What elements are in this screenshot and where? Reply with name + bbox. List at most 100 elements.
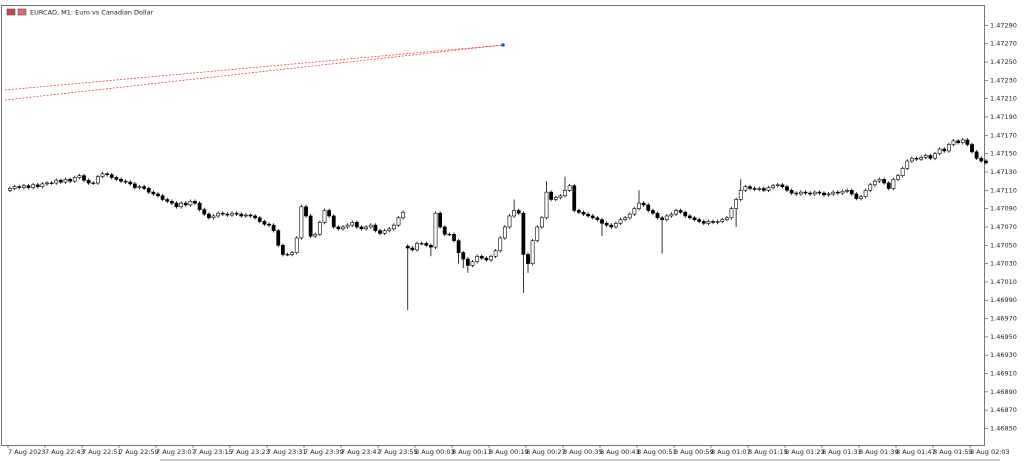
y-tick-label: 1.47110 <box>990 186 1017 194</box>
candle-body <box>516 210 521 214</box>
x-tick-label: 7 Aug 22:51 <box>82 448 122 456</box>
candle-body <box>632 208 637 215</box>
candle-body <box>609 224 614 228</box>
candle-body <box>452 233 456 242</box>
y-tick-label: 1.47130 <box>990 168 1017 176</box>
candle-body <box>12 186 17 189</box>
candle-body <box>831 191 836 195</box>
y-tick-label: 1.47150 <box>990 150 1017 158</box>
y-tick-label: 1.46950 <box>990 333 1017 341</box>
candle-body <box>761 188 766 191</box>
y-tick-label: 1.46970 <box>990 315 1017 323</box>
candle-body <box>905 160 910 169</box>
candle-body <box>179 202 184 208</box>
candle-body <box>650 210 655 214</box>
candle-body <box>558 195 563 198</box>
x-tick-label: 7 Aug 2023 <box>8 448 46 456</box>
candle-body <box>863 190 868 198</box>
candle-body <box>983 160 988 164</box>
candle-body <box>239 213 244 217</box>
candle-body <box>604 222 609 226</box>
candle-body <box>262 221 267 225</box>
candle-body <box>396 217 401 226</box>
candle-body <box>526 254 530 264</box>
candle-body <box>683 211 688 217</box>
candle-body <box>849 190 854 195</box>
candle-body <box>21 185 26 188</box>
candle-body <box>627 213 632 219</box>
candle-body <box>331 215 336 228</box>
trend-line <box>4 44 504 91</box>
x-tick-label: 8 Aug 01:15 <box>748 448 788 456</box>
candle-body <box>160 195 165 200</box>
candle-body <box>206 213 211 219</box>
y-tick-label: 1.47270 <box>990 40 1017 48</box>
candle-body <box>248 214 253 217</box>
y-tick-label: 1.46910 <box>990 370 1017 378</box>
candle-body <box>752 188 757 190</box>
candle-body <box>322 210 327 223</box>
candle-body <box>900 168 905 176</box>
candle-body <box>896 175 900 180</box>
candle-body <box>197 202 202 210</box>
candle-body <box>919 157 924 160</box>
candle-body <box>72 177 77 182</box>
candle-body <box>502 226 507 239</box>
candle-body <box>438 212 443 228</box>
candle-body <box>521 212 526 255</box>
candle-body <box>530 240 535 264</box>
candle-body <box>211 215 216 219</box>
candle-body <box>692 217 697 220</box>
candle-body <box>766 187 771 191</box>
x-tick-label: 8 Aug 00:43 <box>600 448 640 456</box>
candle-body <box>771 185 776 188</box>
candle-body <box>40 183 45 187</box>
y-tick-label: 1.47290 <box>990 21 1017 29</box>
candle-body <box>188 201 193 206</box>
candle-body <box>415 243 419 251</box>
y-tick-label: 1.47030 <box>990 260 1017 268</box>
candle-body <box>697 219 702 222</box>
x-tick-label: 8 Aug 00:27 <box>526 448 566 456</box>
x-tick-label: 8 Aug 01:55 <box>933 448 973 456</box>
y-tick-label: 1.46990 <box>990 296 1017 304</box>
x-tick-label: 7 Aug 23:47 <box>341 448 381 456</box>
candle-body <box>734 199 739 209</box>
candle-body <box>109 174 114 178</box>
y-tick-label: 1.47230 <box>990 76 1017 84</box>
candle-body <box>882 179 887 184</box>
candle-body <box>618 219 623 224</box>
candle-body <box>808 192 813 195</box>
candle-body <box>812 191 817 195</box>
candle-body <box>475 255 480 263</box>
candle-body <box>775 184 780 187</box>
candle-body <box>442 226 447 235</box>
candle-body <box>470 261 475 266</box>
candle-body <box>378 230 382 234</box>
x-tick-label: 7 Aug 23:31 <box>267 448 307 456</box>
candle-body <box>641 202 646 206</box>
x-tick-label: 8 Aug 00:03 <box>415 448 455 456</box>
candle-body <box>243 214 248 217</box>
y-tick-label: 1.46890 <box>990 388 1017 396</box>
anchor-point[interactable] <box>501 43 505 47</box>
candle-body <box>77 175 82 178</box>
candle-body <box>26 185 31 188</box>
candle-body <box>493 250 498 257</box>
candle-body <box>970 144 974 153</box>
candle-body <box>294 237 299 253</box>
candle-body <box>354 222 359 228</box>
candle-body <box>937 148 942 154</box>
candle-body <box>872 180 877 186</box>
candle-body <box>100 173 105 177</box>
candle-body <box>956 140 961 143</box>
candle-body <box>877 179 882 182</box>
x-tick-label: 8 Aug 00:59 <box>674 448 714 456</box>
flag-icon <box>17 8 27 16</box>
candle-body <box>382 230 387 234</box>
candle-body <box>317 222 322 235</box>
candle-body <box>623 217 628 220</box>
candle-body <box>498 237 503 252</box>
candle-body <box>678 210 683 213</box>
